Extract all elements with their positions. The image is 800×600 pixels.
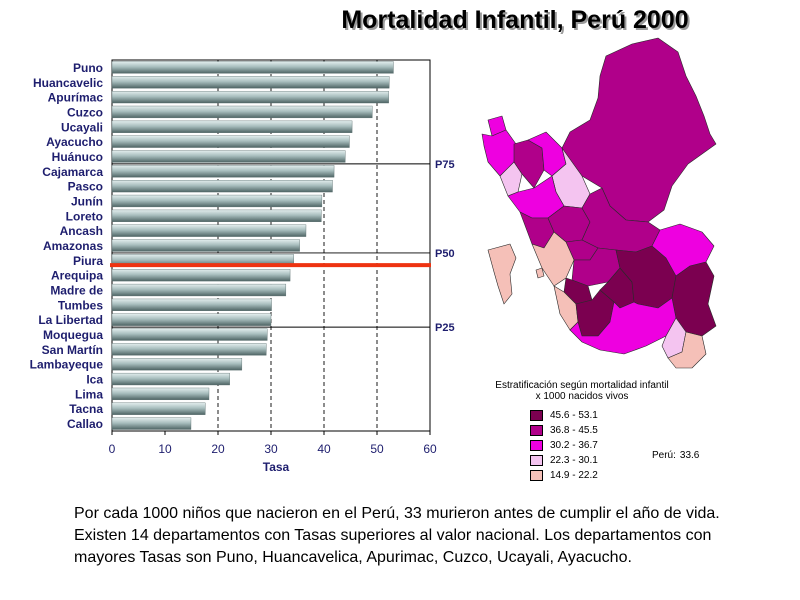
bar <box>111 402 206 415</box>
category-label: Ucayali <box>61 120 103 134</box>
bar <box>111 328 268 341</box>
category-label: Cuzco <box>67 105 103 119</box>
bar <box>111 387 210 401</box>
bar <box>111 239 300 252</box>
bar <box>111 269 291 282</box>
bar <box>111 90 389 104</box>
bar <box>111 224 307 237</box>
bar <box>111 417 192 430</box>
map-region-arequipa <box>569 297 677 355</box>
legend-title: Estratificación según mortalidad infanti… <box>462 380 702 402</box>
chart-title: Mortalidad Infantil, Perú 2000 <box>341 6 689 34</box>
national-rate-label: Perú: <box>652 450 676 461</box>
description-text: Por cada 1000 niños que nacieron en el P… <box>74 505 720 566</box>
bar <box>111 194 323 208</box>
legend-swatch <box>530 424 543 436</box>
x-tick-label: 50 <box>370 442 384 456</box>
map-region-loreto <box>561 37 717 223</box>
category-label: Huánuco <box>52 150 103 164</box>
legend-label: 36.8 - 45.5 <box>550 424 598 436</box>
percentile-label: P50 <box>435 248 455 260</box>
category-label: La Libertad <box>38 313 103 327</box>
peru-map <box>481 37 717 369</box>
legend-title-line2: x 1000 nacidos vivos <box>535 391 629 402</box>
legend-item: 36.8 - 45.5 <box>530 423 702 437</box>
bar <box>111 372 230 386</box>
x-tick-label: 10 <box>158 442 172 456</box>
legend-items: 45.6 - 53.1 36.8 - 45.5 30.2 - 36.7 22.3… <box>530 408 702 482</box>
category-labels: PunoHuancavelicApurímacCuzcoUcayaliAyacu… <box>30 61 104 431</box>
map-region-tacna <box>667 331 707 369</box>
category-label: Junín <box>71 194 103 208</box>
x-tick-label: 30 <box>264 442 278 456</box>
category-label: Moquegua <box>43 328 103 342</box>
category-label: Ayacucho <box>46 135 103 149</box>
x-tick-label: 0 <box>109 442 116 456</box>
legend-item: 45.6 - 53.1 <box>530 408 702 422</box>
x-tick-label: 20 <box>211 442 225 456</box>
x-axis: 0 10 20 30 40 50 60 <box>109 431 437 456</box>
bar <box>111 135 350 148</box>
legend-swatch <box>530 439 543 451</box>
bar <box>111 165 335 178</box>
category-label: Arequipa <box>51 269 103 283</box>
bar <box>111 120 353 133</box>
category-label: Amazonas <box>43 239 103 253</box>
national-rate-value: 33.6 <box>679 450 700 461</box>
bar <box>111 180 333 193</box>
bar <box>111 283 287 297</box>
category-label: Lambayeque <box>30 358 104 372</box>
legend-swatch <box>530 454 543 466</box>
reference-lines: P75 P50 P25 <box>110 159 455 334</box>
category-label: Huancavelic <box>33 76 103 90</box>
category-label: Lima <box>75 387 103 401</box>
legend-title-line1: Estratificación según mortalidad infanti… <box>495 380 669 391</box>
category-label: Tacna <box>69 402 103 416</box>
national-rate: Perú: 33.6 <box>652 450 699 461</box>
legend-label: 22.3 - 30.1 <box>550 454 598 466</box>
category-label: San Martín <box>42 343 103 357</box>
map-region-lambayeque <box>499 161 523 197</box>
bar <box>111 105 373 119</box>
legend-label: 14.9 - 22.2 <box>550 469 598 481</box>
bar <box>111 313 272 326</box>
legend-item: 30.2 - 36.7 <box>530 438 702 452</box>
category-label: Ancash <box>60 224 103 238</box>
legend-item: 14.9 - 22.2 <box>530 468 702 482</box>
category-label: Piura <box>73 254 103 268</box>
category-label: Pasco <box>68 180 103 194</box>
bar <box>111 61 394 74</box>
x-tick-label: 60 <box>423 442 437 456</box>
bar <box>111 209 322 222</box>
category-label: Tumbes <box>58 298 103 312</box>
legend-label: 30.2 - 36.7 <box>550 439 598 451</box>
percentile-label: P25 <box>435 322 455 334</box>
bar <box>111 298 272 311</box>
legend-swatch <box>530 469 543 481</box>
category-label: Apurímac <box>48 91 104 105</box>
bar-chart: P75 P50 P25 PunoHuancavelicApurímacCuzcoUc… <box>30 59 455 474</box>
map-region-callao <box>535 267 545 279</box>
bar <box>111 343 267 356</box>
category-label: Madre de <box>50 284 103 298</box>
legend-label: 45.6 - 53.1 <box>550 409 598 421</box>
legend-swatch <box>530 409 543 421</box>
bar <box>111 76 390 89</box>
bar <box>111 358 243 371</box>
map-region-galapagos-inset <box>487 243 517 305</box>
x-axis-title: Tasa <box>263 460 290 474</box>
category-label: Cajamarca <box>42 165 103 179</box>
x-tick-label: 40 <box>317 442 331 456</box>
category-label: Loreto <box>66 209 103 223</box>
bars <box>111 61 394 430</box>
map-legend: Estratificación según mortalidad infanti… <box>462 380 702 483</box>
category-label: Callao <box>67 417 103 431</box>
category-label: Ica <box>86 373 103 387</box>
category-label: Puno <box>73 61 103 75</box>
bar <box>111 150 346 163</box>
legend-item: 22.3 - 30.1 <box>530 453 702 467</box>
percentile-label: P75 <box>435 159 455 171</box>
